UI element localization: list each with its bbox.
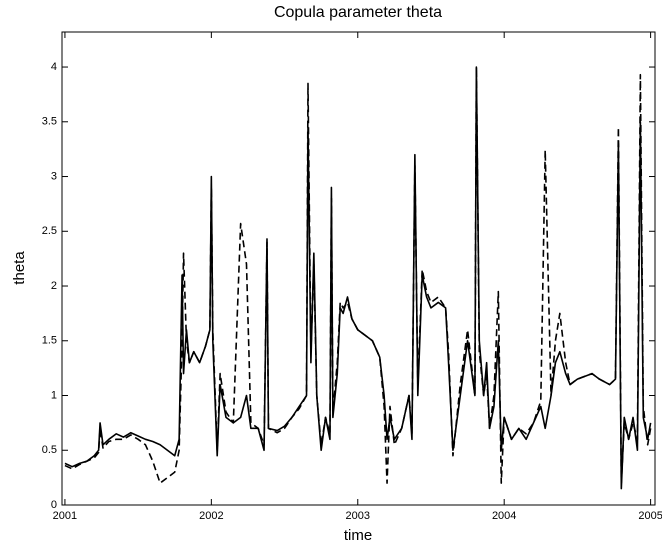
x-tick-label: 2005 — [638, 510, 662, 522]
x-tick-label: 2004 — [492, 510, 516, 522]
y-tick-label: 0.5 — [42, 444, 57, 456]
chart-title: Copula parameter theta — [274, 4, 442, 21]
axes-box — [61, 31, 656, 506]
y-tick-label: 2 — [51, 280, 57, 292]
y-tick-label: 4 — [51, 61, 57, 73]
series-line — [64, 66, 652, 490]
y-tick-label: 2.5 — [42, 225, 57, 237]
y-tick-label: 0 — [51, 499, 57, 511]
y-axis-label: theta — [11, 251, 28, 285]
y-tick-label: 1.5 — [42, 335, 57, 347]
x-axis-label: time — [344, 527, 372, 544]
y-tick-label: 3 — [51, 170, 57, 182]
x-tick-label: 2003 — [346, 510, 370, 522]
x-tick-label: 2001 — [53, 510, 77, 522]
series-line — [64, 66, 652, 484]
y-tick-label: 3.5 — [42, 116, 57, 128]
x-tick-label: 2002 — [199, 510, 223, 522]
y-tick-label: 1 — [51, 389, 57, 401]
